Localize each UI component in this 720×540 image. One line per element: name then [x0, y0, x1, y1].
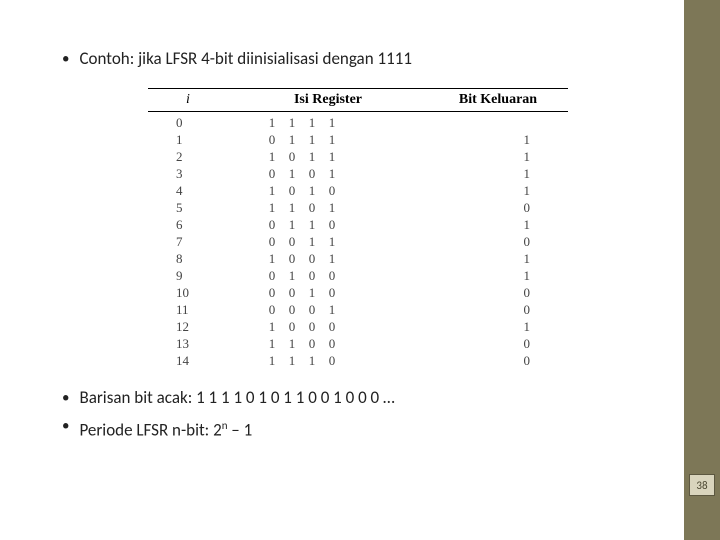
cell-i: 6	[148, 216, 228, 233]
col-header-output: Bit Keluaran	[428, 89, 568, 111]
cell-register: 1110	[228, 352, 428, 369]
sidebar-accent	[684, 0, 720, 540]
cell-i: 8	[148, 250, 228, 267]
cell-i: 14	[148, 352, 228, 369]
cell-i: 12	[148, 318, 228, 335]
table-body: 0111110111121011130101141010151101060110…	[148, 112, 568, 369]
bottom-bullets: • Barisan bit acak: 1 1 1 1 0 1 0 1 1 0 …	[62, 387, 670, 442]
cell-register: 1001	[228, 250, 428, 267]
cell-i: 3	[148, 165, 228, 182]
cell-output: 0	[428, 233, 568, 250]
cell-register: 1111	[228, 114, 428, 131]
cell-output: 1	[428, 267, 568, 284]
cell-output: 1	[428, 148, 568, 165]
cell-i: 5	[148, 199, 228, 216]
seq-prefix: Barisan bit acak:	[79, 387, 196, 408]
cell-i: 0	[148, 114, 228, 131]
table-row: 101111	[148, 131, 568, 148]
cell-register: 1000	[228, 318, 428, 335]
bullet-dot-icon: •	[62, 48, 69, 70]
cell-register: 1010	[228, 182, 428, 199]
table-row: 210111	[148, 148, 568, 165]
page-number: 38	[696, 479, 707, 492]
bullet-sequence: • Barisan bit acak: 1 1 1 1 0 1 0 1 1 0 …	[62, 387, 670, 409]
cell-i: 2	[148, 148, 228, 165]
table-row: 601101	[148, 216, 568, 233]
cell-output: 1	[428, 182, 568, 199]
table-row: 410101	[148, 182, 568, 199]
cell-output: 1	[428, 250, 568, 267]
table-row: 01111	[148, 114, 568, 131]
cell-output: 1	[428, 131, 568, 148]
cell-register: 0001	[228, 301, 428, 318]
period-prefix: Periode LFSR n-bit: 2	[79, 420, 221, 441]
cell-i: 1	[148, 131, 228, 148]
bullet-sequence-text: Barisan bit acak: 1 1 1 1 0 1 0 1 1 0 0 …	[79, 387, 394, 409]
cell-output	[428, 114, 568, 131]
cell-output: 0	[428, 199, 568, 216]
cell-output: 0	[428, 284, 568, 301]
col-header-register: Isi Register	[228, 89, 428, 111]
page-number-badge: 38	[689, 474, 715, 496]
cell-output: 1	[428, 318, 568, 335]
table-row: 1210001	[148, 318, 568, 335]
cell-register: 0100	[228, 267, 428, 284]
bullet-top: • Contoh: jika LFSR 4-bit diinisialisasi…	[62, 48, 670, 70]
bullet-top-text: Contoh: jika LFSR 4-bit diinisialisasi d…	[79, 48, 411, 70]
cell-register: 0010	[228, 284, 428, 301]
bullet-period-text: Periode LFSR n-bit: 2n – 1	[79, 415, 252, 442]
cell-output: 0	[428, 352, 568, 369]
cell-register: 1011	[228, 148, 428, 165]
cell-output: 0	[428, 301, 568, 318]
bullet-dot-icon: •	[62, 387, 69, 409]
table-row: 810011	[148, 250, 568, 267]
cell-register: 0111	[228, 131, 428, 148]
cell-output: 1	[428, 165, 568, 182]
table-row: 1000100	[148, 284, 568, 301]
slide-content: • Contoh: jika LFSR 4-bit diinisialisasi…	[0, 0, 720, 442]
cell-i: 4	[148, 182, 228, 199]
cell-register: 1100	[228, 335, 428, 352]
table-row: 901001	[148, 267, 568, 284]
cell-i: 13	[148, 335, 228, 352]
cell-register: 0110	[228, 216, 428, 233]
period-suffix: – 1	[227, 420, 252, 441]
cell-register: 0011	[228, 233, 428, 250]
table-row: 301011	[148, 165, 568, 182]
cell-i: 11	[148, 301, 228, 318]
seq-bits: 1 1 1 1 0 1 0 1 1 0 0 1 0 0 0 …	[196, 387, 395, 408]
cell-i: 7	[148, 233, 228, 250]
table-row: 1100010	[148, 301, 568, 318]
cell-i: 9	[148, 267, 228, 284]
table-row: 1311000	[148, 335, 568, 352]
col-header-i: i	[148, 89, 228, 111]
table-row: 1411100	[148, 352, 568, 369]
table-header-row: i Isi Register Bit Keluaran	[148, 88, 568, 112]
table-row: 511010	[148, 199, 568, 216]
cell-i: 10	[148, 284, 228, 301]
lfsr-table: i Isi Register Bit Keluaran 011111011112…	[148, 88, 568, 369]
cell-output: 0	[428, 335, 568, 352]
bullet-period: • Periode LFSR n-bit: 2n – 1	[62, 415, 670, 442]
bullet-dot-icon: •	[62, 415, 69, 437]
table-row: 700110	[148, 233, 568, 250]
cell-output: 1	[428, 216, 568, 233]
cell-register: 0101	[228, 165, 428, 182]
cell-register: 1101	[228, 199, 428, 216]
